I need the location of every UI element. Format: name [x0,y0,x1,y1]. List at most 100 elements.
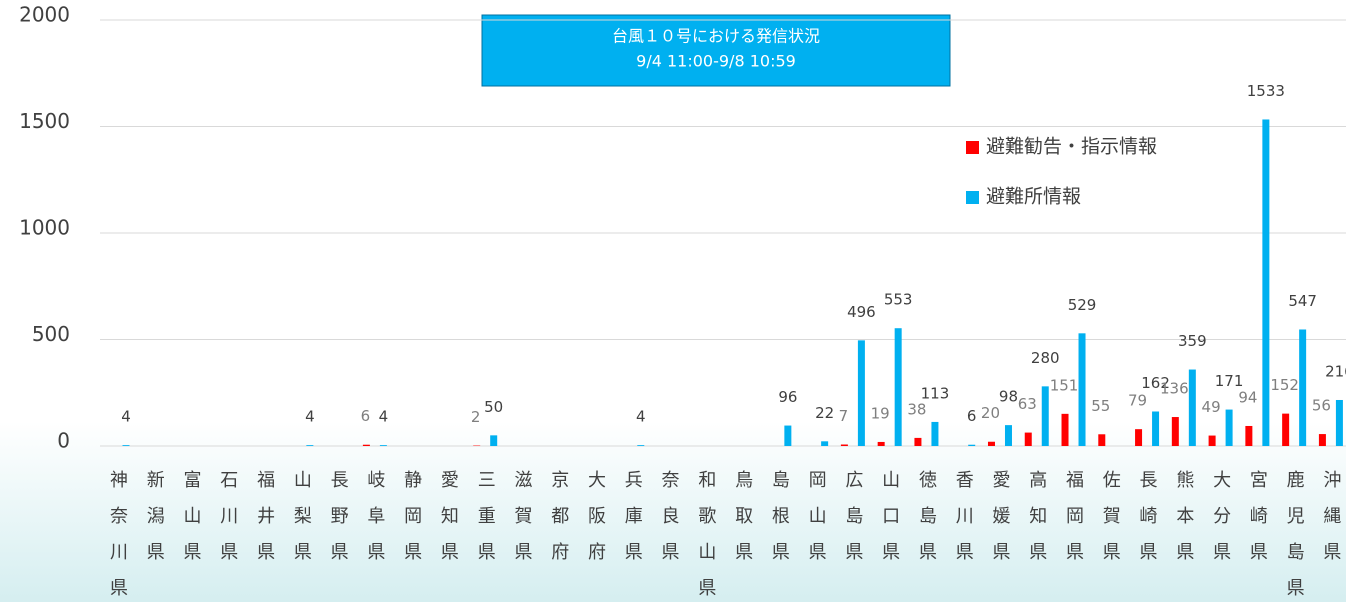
value-label: 50 [484,398,503,416]
bar [840,444,848,446]
value-label: 496 [847,303,876,321]
bar [857,340,865,446]
x-tick-label: 沖縄県 [1320,470,1341,578]
bar [821,441,829,446]
bar [1024,432,1032,446]
x-tick-label: 神奈川県 [107,470,128,602]
bar [1262,119,1270,446]
value-label: 4 [636,408,646,426]
bar [931,421,939,446]
x-tick-label: 長野県 [328,470,349,578]
bar [1135,429,1143,446]
x-tick-label: 岐阜県 [364,470,385,578]
x-tick-label: 和歌山県 [695,470,716,602]
y-tick-label: 2000 [19,3,70,27]
value-label: 2 [471,408,481,426]
value-label: 4 [121,408,131,426]
x-tick-label: 新潟県 [144,470,165,578]
value-label: 162 [1141,374,1170,392]
value-label: 6 [967,407,977,425]
value-label: 7 [839,407,849,425]
bar [1061,413,1069,446]
value-label: 547 [1288,292,1317,310]
value-label: 529 [1068,296,1097,314]
x-tick-label: 山口県 [879,470,900,578]
x-tick-label: 富山県 [181,470,202,578]
bar [1208,435,1216,446]
bar [306,445,314,446]
value-label: 98 [999,388,1018,406]
x-tick-label: 高知県 [1026,470,1047,578]
value-label: 56 [1312,397,1331,415]
bar [914,437,922,446]
bar [1225,409,1233,446]
chart-subtitle: 9/4 11:00-9/8 10:59 [636,52,796,71]
value-label: 63 [1018,395,1037,413]
x-tick-label: 奈良県 [659,470,680,578]
value-label: 4 [379,408,389,426]
bar [1188,369,1196,446]
x-tick-label: 鹿児島県 [1284,470,1305,602]
bar [379,445,387,446]
x-tick-label: 福井県 [254,470,275,578]
bar [1171,417,1179,446]
x-tick-label: 大分県 [1210,470,1231,578]
y-tick-label: 500 [32,322,70,346]
y-tick-label: 1000 [19,216,70,240]
bar [968,444,976,446]
value-label: 113 [921,384,950,402]
x-tick-label: 静岡県 [401,470,422,578]
x-tick-label: 熊本県 [1173,470,1194,578]
value-label: 6 [361,407,371,425]
legend-label: 避難所情報 [986,186,1081,208]
legend-swatch [966,141,979,154]
x-tick-label: 京都府 [548,470,569,578]
value-label: 1533 [1247,82,1285,100]
x-tick-label: 愛知県 [438,470,459,578]
bar [1282,413,1290,446]
value-label: 22 [815,404,834,422]
x-tick-label: 広島県 [842,470,863,578]
value-label: 20 [981,404,1000,422]
value-label: 49 [1202,398,1221,416]
bar [122,445,130,446]
value-label: 280 [1031,349,1060,367]
value-label: 19 [871,404,890,422]
x-tick-label: 三重県 [475,470,496,578]
x-tick-label: 愛媛県 [989,470,1010,578]
value-label: 553 [884,291,913,309]
legend-label: 避難勧告・指示情報 [986,136,1157,158]
bar [784,425,792,446]
bar [1152,411,1160,446]
bar [1078,333,1086,446]
x-tick-label: 佐賀県 [1100,470,1121,578]
value-label: 171 [1215,372,1244,390]
x-tick-label: 宮崎県 [1247,470,1268,578]
bar [1299,329,1307,446]
bar [987,441,995,446]
title-box [481,14,951,87]
value-label: 151 [1050,376,1079,394]
bar [877,441,885,446]
bar [362,444,370,446]
bar [490,435,498,446]
value-label: 4 [305,408,315,426]
bar [1041,386,1049,446]
value-label: 38 [907,400,926,418]
bar [894,328,902,446]
x-tick-label: 石川県 [217,470,238,578]
value-label: 55 [1091,397,1110,415]
y-tick-label: 0 [57,429,70,453]
x-tick-label: 岡山県 [806,470,827,578]
x-tick-label: 山梨県 [291,470,312,578]
x-tick-label: 徳島県 [916,470,937,578]
value-label: 216 [1325,362,1346,380]
x-tick-label: 兵庫県 [622,470,643,578]
x-tick-label: 島根県 [769,470,790,578]
chart-title: 台風１０号における発信状況 [612,27,820,46]
bar [1335,399,1343,446]
x-tick-label: 大阪府 [585,470,606,578]
bar [637,445,645,446]
value-label: 94 [1238,388,1257,406]
